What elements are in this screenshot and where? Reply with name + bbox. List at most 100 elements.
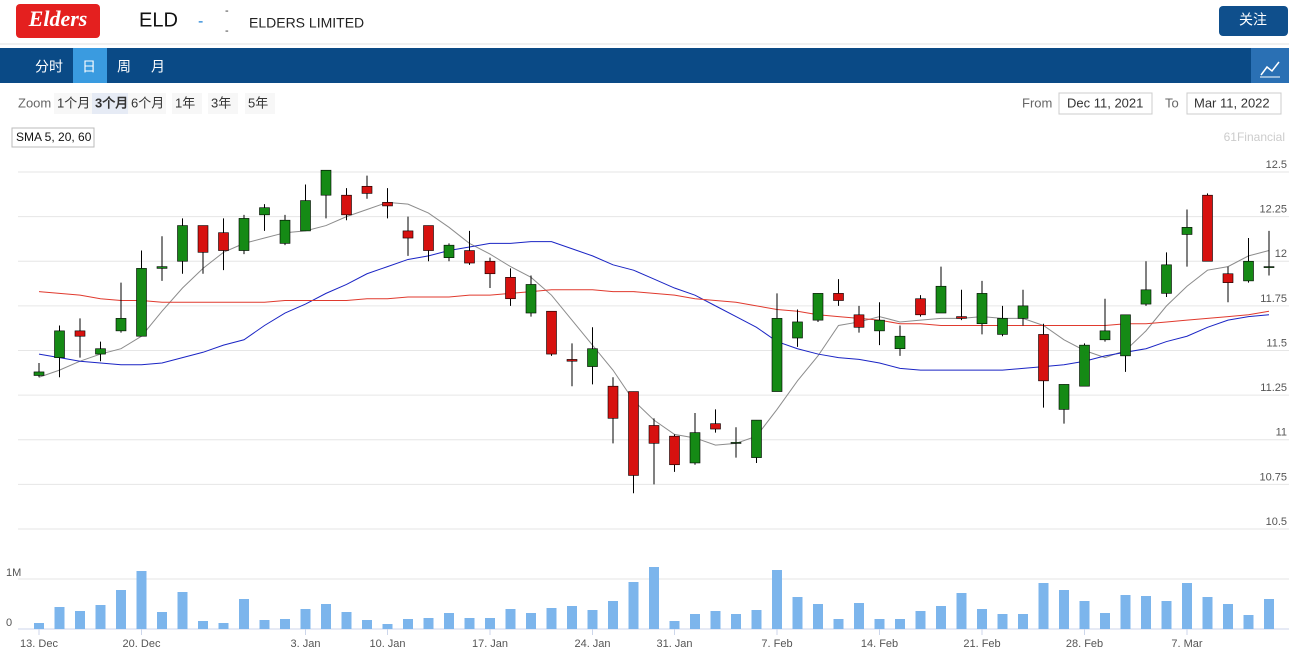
candle-body (956, 316, 967, 319)
zoom-button-label[interactable]: 3个月 (95, 95, 128, 110)
candle-body (1161, 264, 1172, 294)
candle-body (853, 314, 865, 328)
volume-bar (423, 618, 434, 629)
volume-bar (833, 619, 844, 629)
volume-bar (1202, 597, 1213, 629)
candle-body (54, 330, 65, 358)
tab[interactable]: 周 (117, 59, 131, 75)
candle-body (33, 371, 45, 376)
volume-bar (1161, 601, 1172, 629)
candle-body (423, 225, 434, 251)
x-tick-label: 10. Jan (369, 638, 405, 650)
logo: Elders (28, 6, 88, 31)
candle-body (751, 419, 762, 458)
candle-body (833, 293, 844, 301)
candle-body (238, 218, 250, 251)
volume-bar (956, 593, 967, 629)
follow-label[interactable]: 关注 (1239, 12, 1267, 28)
sma-line (38, 289, 1270, 327)
volume-bar (259, 620, 270, 629)
x-tick-label: 17. Jan (472, 638, 508, 650)
zoom-button[interactable] (54, 93, 92, 114)
from-value[interactable]: Dec 11, 2021 (1067, 95, 1143, 110)
zoom-button-label[interactable]: 1年 (175, 95, 195, 110)
candle-body (894, 335, 906, 350)
volume-tick-label: 0 (6, 617, 12, 629)
zoom-button[interactable] (208, 93, 238, 114)
candle-body (915, 298, 926, 316)
volume-bar (464, 618, 475, 629)
volume-bar (1264, 599, 1274, 629)
sma-line (38, 241, 1270, 371)
volume-bar (751, 610, 762, 629)
watermark: 61Financial (1224, 130, 1285, 144)
volume-bar (977, 609, 987, 629)
zoom-button-label[interactable]: 1个月 (57, 95, 90, 110)
candle-body (115, 318, 127, 332)
y-tick-label: 12.5 (1266, 159, 1287, 171)
candle-body (997, 318, 1008, 335)
logo-box (16, 4, 100, 38)
candle-body (771, 318, 783, 392)
zoom-button-label[interactable]: 6个月 (131, 95, 164, 110)
zoom-button[interactable] (172, 93, 202, 114)
to-input[interactable] (1186, 92, 1282, 115)
zoom-button-label[interactable]: 5年 (248, 95, 268, 110)
candle-body (1099, 330, 1111, 341)
candle-body (402, 230, 414, 239)
volume-tick-label: 1M (6, 567, 21, 579)
volume-bar (75, 611, 85, 629)
candle-body (587, 348, 598, 367)
volume-bar (710, 611, 721, 629)
stat: - (225, 25, 229, 37)
tab[interactable]: 日 (82, 59, 96, 75)
from-input[interactable] (1058, 92, 1153, 115)
volume-bar (1182, 583, 1192, 629)
sma-legend: SMA 5, 20, 60 (16, 130, 92, 144)
volume-bar (54, 607, 65, 629)
volume-bar (1141, 596, 1151, 629)
x-tick-label: 21. Feb (963, 638, 1000, 650)
candle-body (1202, 194, 1213, 262)
chart-toggle[interactable] (1251, 48, 1289, 83)
volume-bar (1079, 601, 1090, 629)
zoom-label: Zoom (18, 95, 51, 110)
candle-body (1038, 334, 1049, 382)
candle-body (74, 330, 86, 337)
ticker: ELD (139, 9, 178, 31)
follow-button[interactable] (1219, 6, 1288, 36)
x-tick-label: 7. Feb (761, 638, 792, 650)
x-tick-label: 14. Feb (861, 638, 898, 650)
candle-body (361, 185, 373, 194)
nav-tabs: 分时 日 周 月 (35, 48, 165, 83)
volume-bar (526, 613, 536, 629)
volume-bar (321, 604, 331, 629)
y-tick-label: 10.75 (1259, 471, 1287, 483)
volume-bar (382, 624, 393, 629)
volume-bar (1223, 604, 1233, 629)
tab[interactable]: 月 (151, 59, 165, 75)
zoom-button[interactable] (92, 93, 130, 114)
x-tick-label: 20. Dec (123, 638, 161, 650)
volume-bar (505, 609, 516, 629)
zoom-button-label[interactable]: 3年 (211, 95, 231, 110)
volume-bar (280, 619, 290, 629)
tab[interactable]: 分时 (35, 59, 63, 75)
to-value[interactable]: Mar 11, 2022 (1194, 95, 1270, 110)
x-tick-label: 3. Jan (291, 638, 321, 650)
x-tick-label: 13. Dec (20, 638, 58, 650)
candle-body (1017, 305, 1029, 319)
candle-body (197, 225, 209, 253)
candle-body (341, 194, 352, 216)
zoom-button[interactable] (245, 93, 275, 114)
candle-body (1181, 227, 1193, 235)
candle-body (300, 200, 311, 232)
zoom-button[interactable] (128, 93, 166, 114)
volume-bar (649, 567, 659, 629)
volume-bar (854, 603, 864, 629)
tab-active[interactable] (73, 48, 107, 83)
x-tick-label: 28. Feb (1066, 638, 1103, 650)
stat: - (225, 5, 229, 17)
